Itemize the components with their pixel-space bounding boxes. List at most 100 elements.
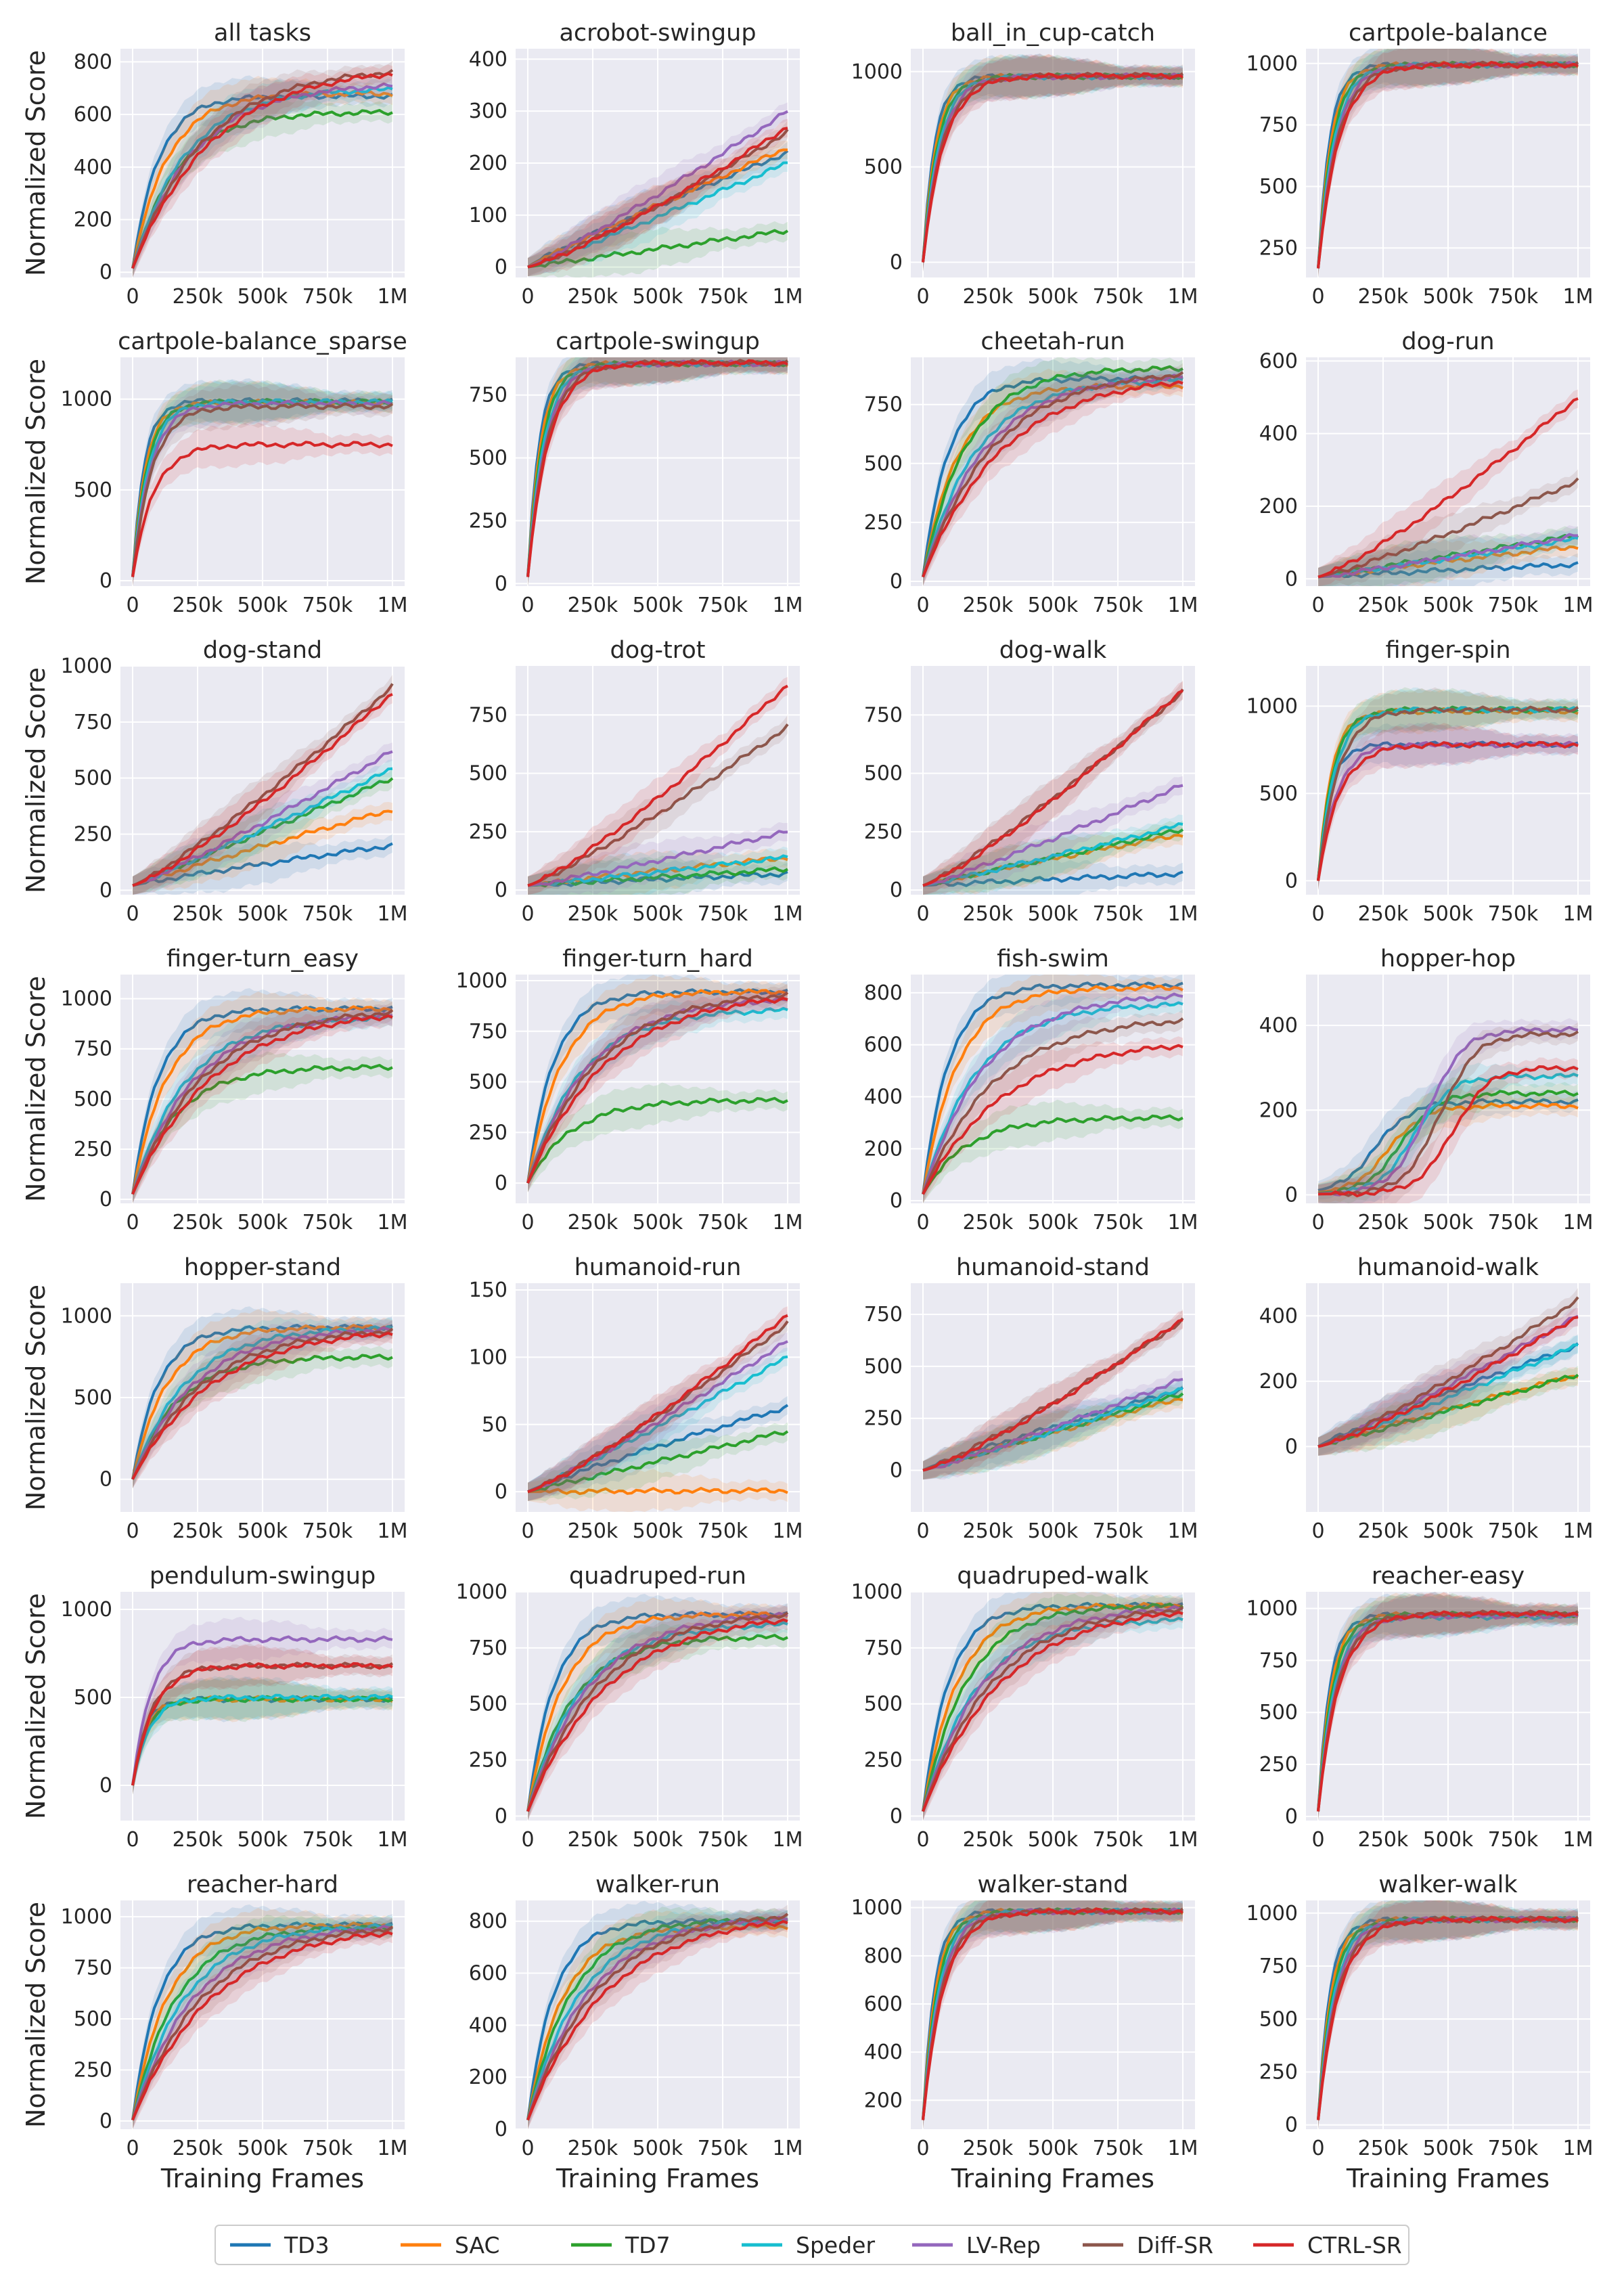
band-speder [1318, 1063, 1578, 1203]
x-tick-label: 500k [633, 2137, 683, 2160]
y-tick-label: 500 [864, 1693, 903, 1716]
subplot-finger-spin: 0 250k 500k 750k 1M 0 500 1000 finger-spin [1246, 637, 1594, 926]
series-line-lv-rep [1317, 533, 1578, 579]
band-ctrl-sr [133, 685, 392, 895]
series-line-ctrl-sr [131, 1931, 393, 2121]
y-tick-label: 500 [74, 478, 112, 502]
y-tick-label: 1000 [61, 987, 112, 1011]
series-line-diff-sr [1317, 477, 1579, 579]
y-tick-label: 200 [864, 2089, 903, 2112]
x-tick-label: 250k [1358, 285, 1409, 309]
x-tick-label: 500k [1028, 1519, 1079, 1543]
x-tick-label: 500k [238, 285, 288, 309]
band-lv-rep [923, 365, 1183, 586]
series-line-ctrl-sr [1317, 1915, 1579, 2120]
subplot-title: dog-run [1401, 328, 1494, 355]
x-tick-label: 1M [773, 2137, 803, 2160]
x-tick-label: 1M [773, 1519, 803, 1543]
x-tick-label: 1M [378, 594, 408, 617]
y-tick-label: 0 [99, 1774, 112, 1798]
x-tick-label: 0 [521, 1828, 534, 1852]
x-tick-label: 500k [633, 1828, 683, 1852]
series-line-ctrl-sr [922, 380, 1183, 578]
y-tick-label: 0 [890, 570, 903, 594]
series-line-td7 [131, 1064, 393, 1195]
band-diff-sr [528, 983, 788, 1192]
band-td7 [923, 1099, 1183, 1203]
series-line-speder [922, 376, 1183, 578]
series-line-ctrl-sr [131, 1662, 393, 1786]
subplot-title: dog-walk [999, 637, 1107, 664]
y-tick-label: 800 [864, 981, 903, 1005]
subplot-title: ball_in_cup-catch [951, 20, 1155, 47]
series-line-ctrl-sr [922, 1318, 1183, 1472]
subplot-title: reacher-hard [187, 1871, 338, 1898]
x-tick-label: 0 [916, 285, 929, 309]
y-tick-label: 400 [864, 1086, 903, 1109]
y-tick-label: 400 [1259, 1014, 1298, 1038]
x-tick-label: 1M [773, 594, 803, 617]
x-tick-label: 0 [916, 1828, 929, 1852]
series-line-ctrl-sr [1317, 1065, 1579, 1198]
band-td7 [133, 1915, 392, 2129]
x-tick-label: 250k [568, 902, 618, 926]
legend-label: CTRL-SR [1307, 2232, 1402, 2258]
x-axis-label: Training Frames [556, 2164, 759, 2193]
series-line-lv-rep [131, 1635, 393, 1786]
y-tick-label: 250 [74, 1138, 112, 1161]
subplot-grid: 0 250k 500k 750k 1M 0 200 400 600 800 all tasks Nor… [21, 20, 1593, 2193]
series-line-lv-rep [1317, 740, 1579, 881]
x-tick-label: 1M [1168, 1828, 1198, 1852]
series-line-td3 [922, 981, 1183, 1195]
band-lv-rep [133, 74, 392, 278]
y-tick-label: 750 [469, 1020, 508, 1044]
x-tick-label: 250k [173, 2137, 223, 2160]
band-td3 [528, 357, 788, 586]
x-tick-label: 0 [126, 1828, 139, 1852]
series-line-diff-sr [526, 1611, 789, 1812]
band-sac [528, 1909, 788, 2129]
legend-item-td7: TD7 [571, 2232, 671, 2258]
x-tick-label: 250k [963, 1519, 1014, 1543]
subplot-title: reacher-easy [1372, 1563, 1525, 1590]
y-tick-label: 400 [1259, 422, 1298, 446]
band-td7 [528, 1082, 788, 1192]
x-tick-label: 500k [1028, 902, 1079, 926]
y-tick-label: 100 [469, 204, 508, 227]
y-axis-label: Normalized Score [21, 359, 51, 585]
legend-label: LV-Rep [966, 2232, 1041, 2258]
series-line-ctrl-sr [131, 72, 393, 269]
series-line-ctrl-sr [922, 1611, 1183, 1812]
band-sac [133, 1908, 392, 2129]
series-line-speder [922, 822, 1183, 887]
subplot-hopper-stand: 0 250k 500k 750k 1M 0 500 1000 hopper-stand Norma… [21, 1254, 407, 1543]
band-sac [528, 1597, 788, 1821]
series-line-diff-sr [922, 371, 1184, 578]
x-tick-label: 750k [1488, 285, 1539, 309]
subplot-quadruped-walk: 0 250k 500k 750k 1M 0 250 500 750 1000 quadruped-w… [851, 1563, 1198, 1852]
x-tick-label: 0 [916, 1519, 929, 1543]
subplot-acrobot-swingup: 0 250k 500k 750k 1M 0 100 200 300 400 acrobot-swin… [469, 20, 803, 309]
x-tick-label: 0 [1311, 285, 1324, 309]
x-tick-label: 750k [1093, 594, 1144, 617]
x-tick-label: 500k [1423, 285, 1474, 309]
series-line-lv-rep [526, 1611, 788, 1812]
subplot-pendulum-swingup: 0 250k 500k 750k 1M 0 500 1000 pendulum-swingup N… [21, 1563, 407, 1852]
x-tick-label: 500k [238, 2137, 288, 2160]
band-lv-rep [528, 1604, 788, 1821]
band-ctrl-sr [1318, 49, 1578, 277]
x-tick-label: 0 [916, 2137, 929, 2160]
band-sac [1318, 1087, 1578, 1202]
x-tick-label: 250k [568, 2137, 618, 2160]
band-td7 [1318, 1900, 1578, 2129]
subplot-title: humanoid-walk [1357, 1254, 1539, 1281]
series-line-diff-sr [922, 1017, 1184, 1195]
legend-item-speder: Speder [742, 2232, 875, 2258]
y-tick-label: 0 [1285, 2114, 1298, 2137]
band-ctrl-sr [133, 1006, 392, 1203]
series-line-ctrl-sr [132, 692, 393, 887]
band-ctrl-sr [133, 422, 392, 586]
x-tick-label: 750k [302, 2137, 353, 2160]
subplot-ball-in-cup-catch: 0 250k 500k 750k 1M 0 500 1000 ball_in_cup-catch [851, 20, 1198, 309]
y-tick-label: 150 [469, 1278, 508, 1302]
